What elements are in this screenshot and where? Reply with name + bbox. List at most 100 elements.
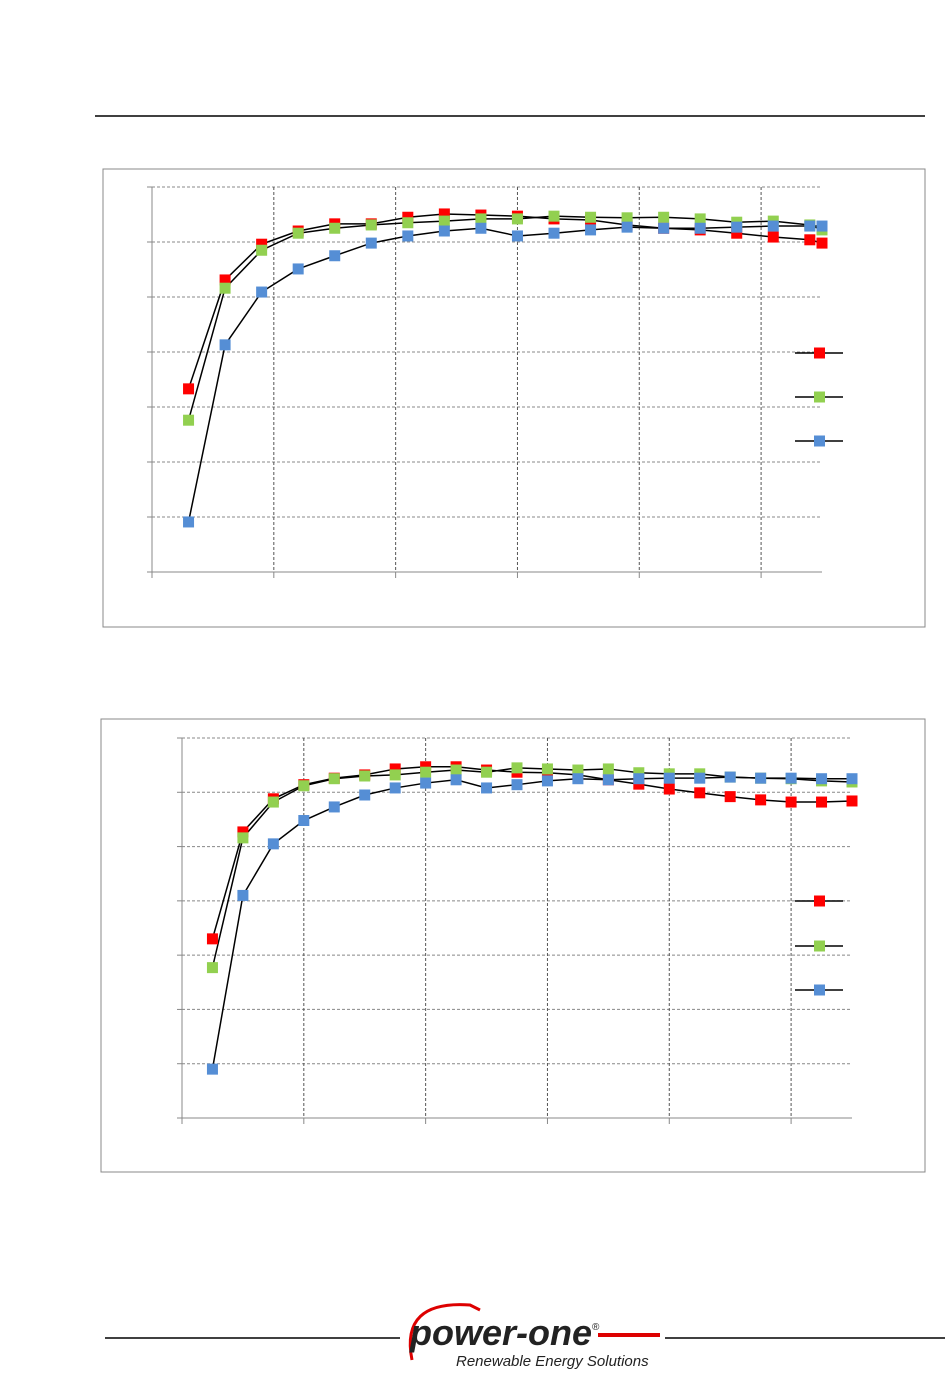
point (292, 227, 304, 239)
point (389, 763, 401, 775)
point (572, 764, 584, 776)
point (804, 220, 816, 232)
point (329, 222, 341, 234)
point (816, 773, 828, 785)
series-line (187, 215, 823, 421)
point (585, 211, 597, 223)
logo-tagline: Renewable Energy Solutions (456, 1353, 649, 1370)
point (511, 213, 523, 225)
point (183, 383, 195, 395)
point (219, 282, 231, 294)
legend-marker (814, 984, 825, 996)
point (731, 227, 743, 239)
point (481, 782, 493, 794)
point (237, 889, 249, 901)
point (475, 213, 487, 225)
point (298, 815, 310, 827)
point (816, 237, 828, 249)
point (328, 773, 340, 785)
point (298, 780, 310, 792)
point (846, 795, 858, 807)
point (206, 962, 218, 974)
point (237, 832, 249, 844)
logo-registered: ® (592, 1322, 600, 1333)
point (256, 244, 268, 256)
point (694, 772, 706, 784)
point (206, 1063, 218, 1075)
point (816, 220, 828, 232)
point (633, 767, 645, 779)
point (389, 782, 401, 794)
point (481, 766, 493, 778)
point (256, 238, 268, 250)
point (329, 250, 341, 262)
point (541, 763, 553, 775)
point (658, 211, 670, 223)
point (633, 773, 645, 785)
point (731, 221, 743, 233)
point (846, 773, 858, 785)
point (602, 774, 614, 786)
point (767, 220, 779, 232)
point (438, 215, 450, 227)
point (219, 339, 231, 351)
point (572, 773, 584, 785)
point (694, 222, 706, 234)
point (548, 227, 560, 239)
point (511, 762, 523, 774)
point (694, 213, 706, 225)
point (475, 222, 487, 234)
point (602, 763, 614, 775)
point (548, 210, 560, 222)
point (365, 219, 377, 231)
legend-marker (814, 435, 825, 447)
point (292, 263, 304, 275)
point (785, 796, 797, 808)
point (755, 794, 767, 806)
point (183, 516, 195, 528)
series-line (211, 776, 852, 1070)
point (359, 789, 371, 801)
point (389, 769, 401, 781)
point (694, 787, 706, 799)
point (420, 766, 432, 778)
chart-frame (102, 168, 926, 628)
legend-marker (814, 940, 825, 952)
point (541, 775, 553, 787)
point (658, 222, 670, 234)
point (804, 234, 816, 246)
point (267, 796, 279, 808)
point (450, 774, 462, 786)
point (256, 286, 268, 298)
point (621, 221, 633, 233)
point (585, 224, 597, 236)
point (328, 801, 340, 813)
point (438, 225, 450, 237)
point (402, 217, 414, 229)
point (511, 779, 523, 791)
legend-marker (814, 347, 825, 359)
point (724, 791, 736, 803)
logo: power-one (409, 1312, 592, 1353)
point (267, 838, 279, 850)
chart-frame (100, 718, 926, 1173)
point (206, 933, 218, 945)
point (359, 770, 371, 782)
point (767, 231, 779, 243)
point (237, 826, 249, 838)
point (438, 208, 450, 220)
point (663, 772, 675, 784)
point (755, 772, 767, 784)
point (402, 230, 414, 242)
series-line (187, 225, 822, 523)
legend-marker (814, 895, 825, 907)
series-line (211, 766, 853, 940)
point (621, 212, 633, 224)
point (663, 783, 675, 795)
point (450, 764, 462, 776)
point (183, 414, 195, 426)
point (219, 274, 231, 286)
legend-marker (814, 391, 825, 403)
